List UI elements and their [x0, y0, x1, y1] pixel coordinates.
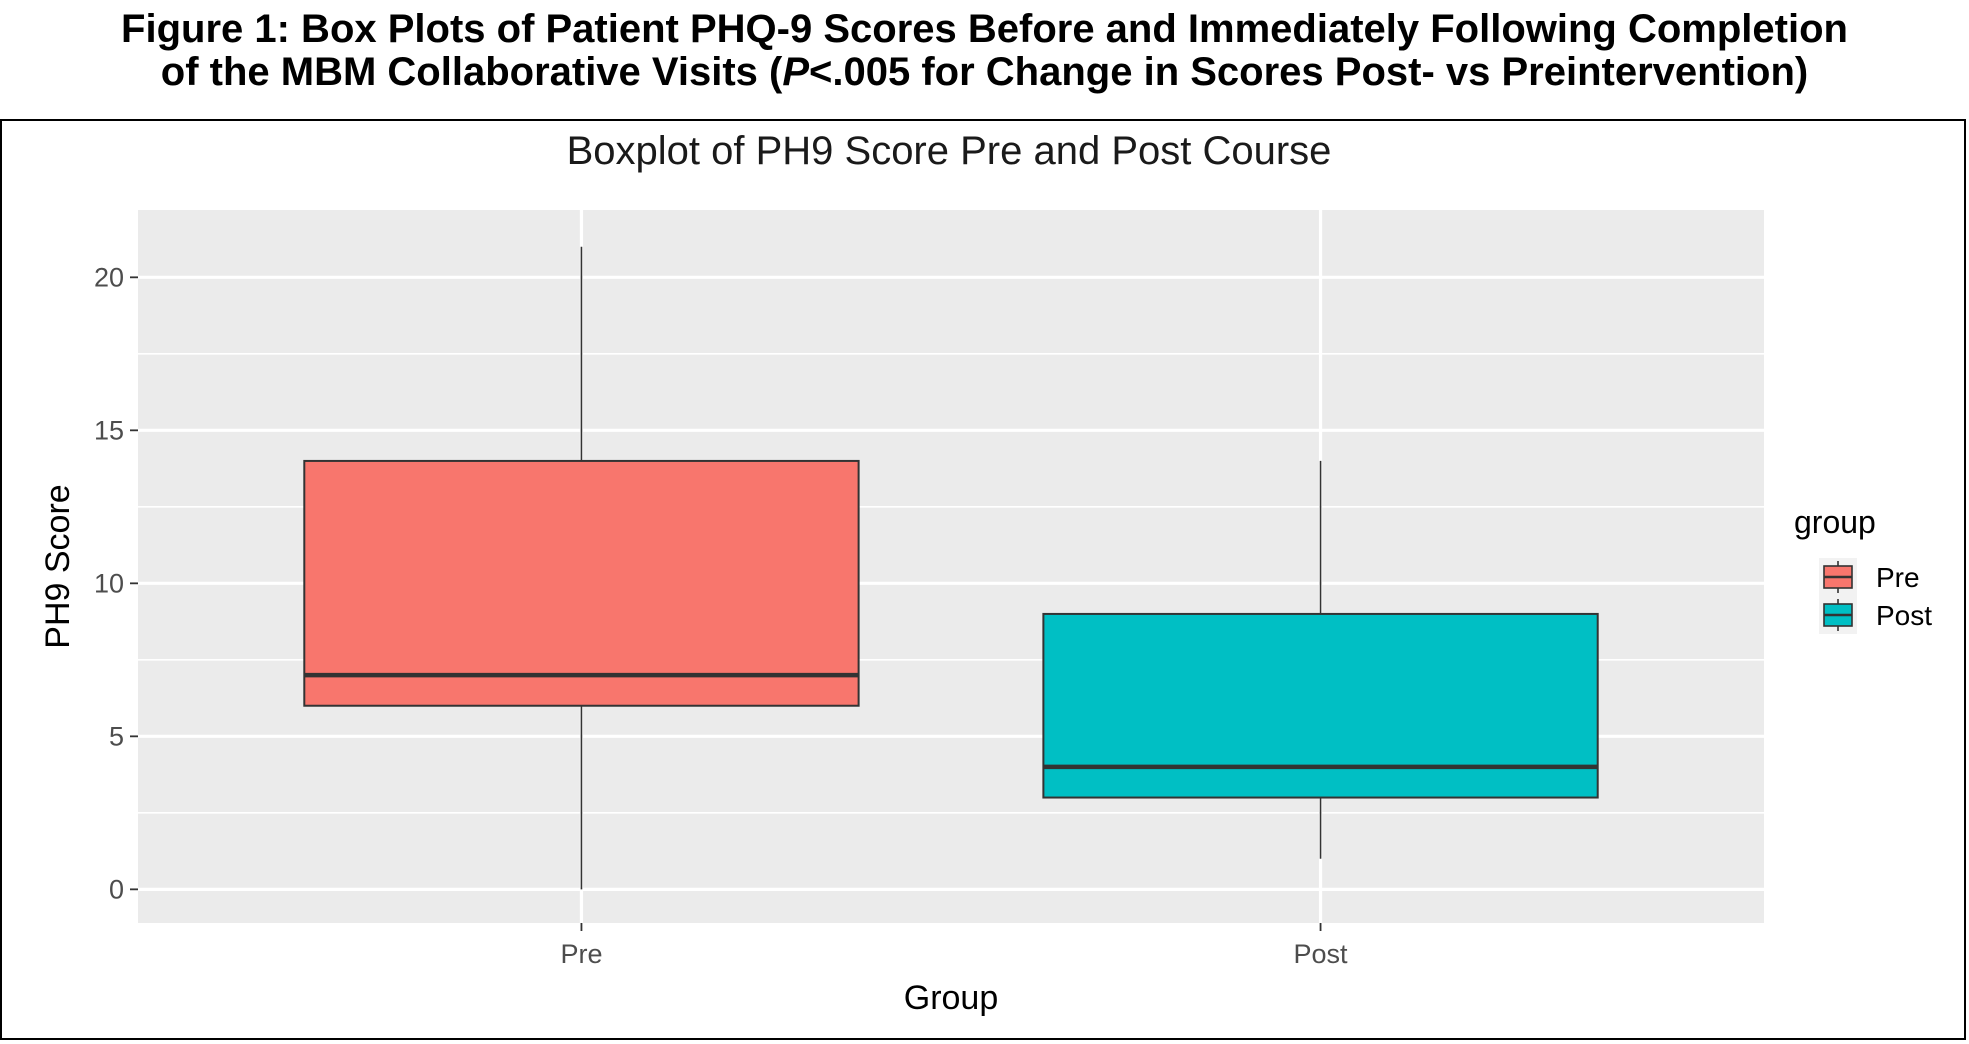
boxplot-chart: Boxplot of PH9 Score Pre and Post Course…	[39, 129, 1932, 1017]
plot-frame: Boxplot of PH9 Score Pre and Post Course…	[0, 119, 1966, 1040]
x-tick-label: Pre	[560, 939, 602, 969]
y-tick-label: 10	[94, 568, 124, 598]
box-iqr	[303, 459, 860, 707]
x-axis-title: Group	[904, 979, 999, 1017]
y-axis-title: PH9 Score	[39, 484, 77, 648]
y-tick-label: 0	[109, 874, 124, 904]
y-tick-label: 15	[94, 415, 124, 445]
caption-line-2-end: <.005 for Change in Scores Post- vs Prei…	[809, 50, 1809, 94]
figure-caption: Figure 1: Box Plots of Patient PHQ-9 Sco…	[0, 8, 1969, 94]
legend-label: Pre	[1876, 562, 1920, 593]
legend: group Pre Post	[1794, 504, 1932, 634]
caption-line-2-start: of the MBM Collaborative Visits (	[160, 50, 783, 94]
box-iqr	[1042, 612, 1599, 799]
caption-line-1: Figure 1: Box Plots of Patient PHQ-9 Sco…	[121, 7, 1848, 51]
box-post	[1042, 460, 1599, 859]
y-tick-label: 5	[109, 721, 124, 751]
boxes	[303, 246, 1599, 890]
caption-p-symbol: P	[782, 50, 810, 94]
legend-item-pre: Pre	[1819, 558, 1920, 596]
y-tick-label: 20	[94, 262, 124, 292]
caption-line-2: of the MBM Collaborative Visits (P<.005 …	[0, 51, 1969, 94]
x-axis: Pre Post	[560, 923, 1348, 969]
y-axis: 0 5 10 15 20	[94, 262, 138, 904]
x-tick-label: Post	[1294, 939, 1349, 969]
box-pre	[303, 246, 860, 890]
legend-label: Post	[1876, 600, 1932, 631]
legend-title: group	[1794, 504, 1876, 540]
chart-title: Boxplot of PH9 Score Pre and Post Course	[567, 129, 1332, 173]
legend-item-post: Post	[1819, 596, 1932, 634]
